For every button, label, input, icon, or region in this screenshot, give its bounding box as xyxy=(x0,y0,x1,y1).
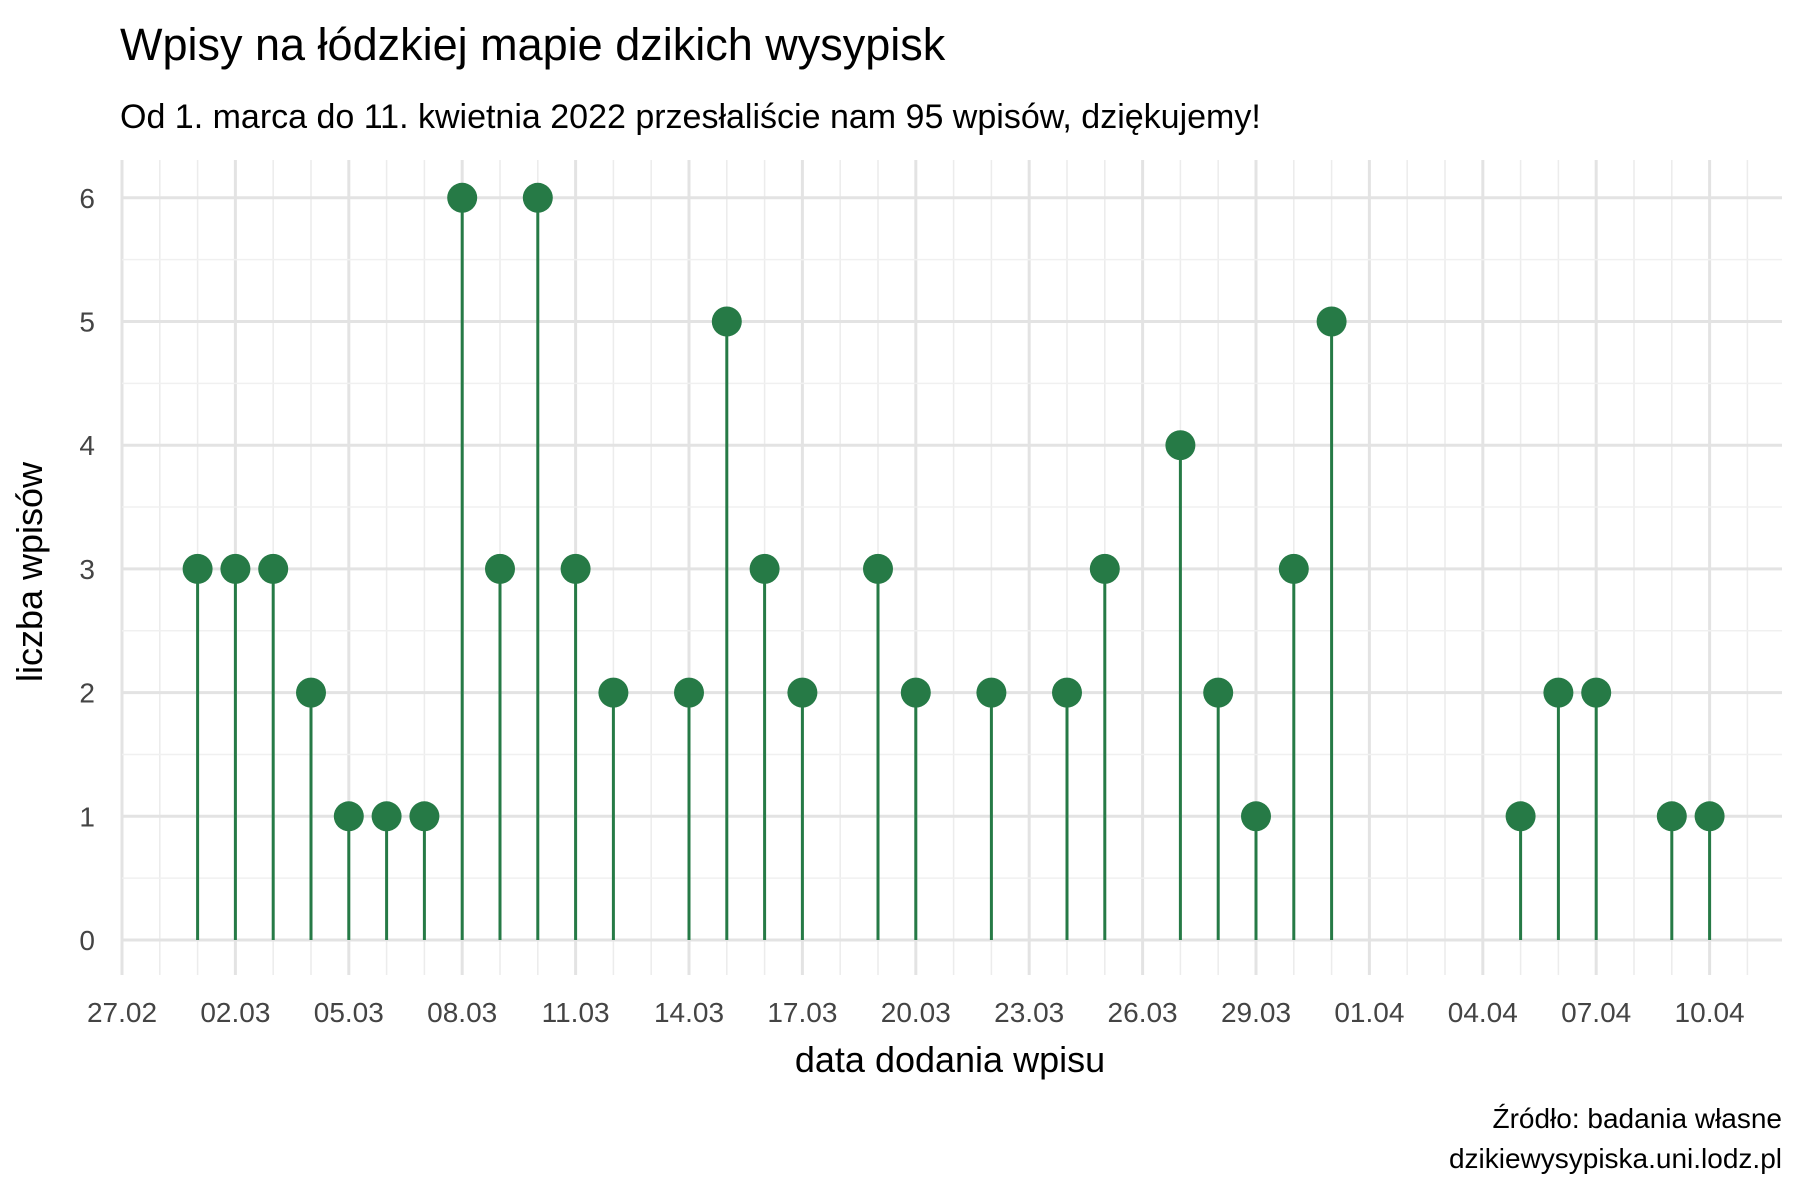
lollipop-point xyxy=(258,553,289,584)
lollipop-point xyxy=(976,677,1007,708)
lollipop-point xyxy=(674,677,704,708)
x-axis-title: data dodania wpisu xyxy=(795,1039,1105,1080)
gridlines xyxy=(120,160,1782,975)
lollipop-point xyxy=(220,553,251,584)
lollipop-point xyxy=(1694,801,1725,832)
lollipop-point xyxy=(711,306,742,337)
lollipop-point xyxy=(560,553,591,584)
lollipop-point xyxy=(371,801,402,832)
y-axis-ticks: 0 1 2 3 4 5 6 xyxy=(79,183,95,956)
lollipop-point xyxy=(1241,801,1271,832)
lollipop-point xyxy=(1656,801,1687,832)
lollipop-point xyxy=(598,677,629,708)
x-tick-label: 17.03 xyxy=(767,997,837,1028)
lollipop-point xyxy=(1505,801,1536,832)
y-tick-label: 3 xyxy=(79,554,95,585)
lollipop-point xyxy=(1543,677,1574,708)
y-tick-label: 1 xyxy=(79,801,95,832)
x-tick-label: 14.03 xyxy=(654,997,724,1028)
y-tick-label: 0 xyxy=(79,925,95,956)
lollipop-point xyxy=(333,801,364,832)
y-tick-label: 4 xyxy=(79,430,95,461)
x-tick-label: 08.03 xyxy=(427,997,497,1028)
y-tick-label: 2 xyxy=(79,678,95,709)
caption-url: dzikiewysypiska.uni.lodz.pl xyxy=(1449,1143,1782,1174)
x-tick-label: 26.03 xyxy=(1108,997,1178,1028)
caption-source: Źródło: badania własne xyxy=(1492,1103,1782,1134)
chart-title: Wpisy na łódzkiej mapie dzikich wysypisk xyxy=(120,19,946,70)
x-tick-label: 04.04 xyxy=(1448,997,1518,1028)
y-tick-label: 5 xyxy=(79,307,95,338)
x-tick-label: 07.04 xyxy=(1561,997,1631,1028)
lollipop-point xyxy=(1316,306,1347,337)
x-tick-label: 29.03 xyxy=(1221,997,1291,1028)
x-tick-label: 05.03 xyxy=(314,997,384,1028)
lollipop-point xyxy=(787,677,818,708)
x-axis-ticks: 27.02 02.03 05.03 08.03 11.03 14.03 17.03 20.03… xyxy=(87,997,1745,1028)
x-tick-label: 01.04 xyxy=(1334,997,1404,1028)
lollipop-point xyxy=(485,553,515,584)
lollipop-point xyxy=(409,801,440,832)
lollipop-point xyxy=(863,553,893,584)
x-tick-label: 23.03 xyxy=(994,997,1064,1028)
lollipop-point xyxy=(1165,430,1196,461)
data-marks xyxy=(182,182,1725,940)
x-tick-label: 20.03 xyxy=(881,997,951,1028)
chart-subtitle: Od 1. marca do 11. kwietnia 2022 przesła… xyxy=(120,98,1261,136)
y-tick-label: 6 xyxy=(79,183,95,214)
lollipop-point xyxy=(447,182,478,213)
lollipop-point xyxy=(749,553,780,584)
y-axis-title: liczba wpisów xyxy=(9,461,50,682)
lollipop-point xyxy=(900,677,931,708)
lollipop-point xyxy=(1581,677,1612,708)
lollipop-point xyxy=(1089,553,1120,584)
lollipop-point xyxy=(522,182,553,213)
lollipop-point xyxy=(1278,553,1309,584)
x-tick-label: 10.04 xyxy=(1675,997,1745,1028)
lollipop-point xyxy=(1203,677,1234,708)
x-tick-label: 27.02 xyxy=(87,997,157,1028)
lollipop-point xyxy=(296,677,326,708)
lollipop-point xyxy=(1052,677,1082,708)
x-tick-label: 02.03 xyxy=(200,997,270,1028)
lollipop-point xyxy=(182,553,213,584)
x-tick-label: 11.03 xyxy=(542,997,610,1028)
